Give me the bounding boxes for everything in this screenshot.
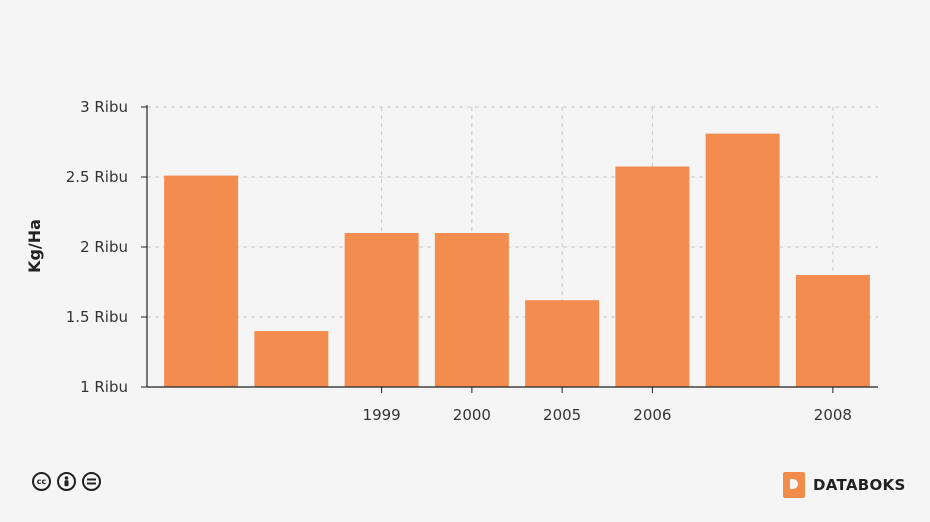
brand-logo: DATABOKS	[783, 472, 906, 498]
by-icon	[57, 472, 76, 491]
x-tick-label: 1999	[363, 406, 401, 424]
x-tick-label: 2006	[633, 406, 671, 424]
x-tick-label: 2008	[814, 406, 852, 424]
nd-icon	[82, 472, 101, 491]
bar	[705, 133, 780, 387]
bar	[254, 331, 329, 387]
bars	[164, 133, 870, 387]
x-tick-label: 2000	[453, 406, 491, 424]
bar	[434, 233, 509, 387]
x-ticks: 1999 2000 2005 2006 2008	[363, 387, 852, 424]
bar	[164, 175, 239, 387]
license-icons: cc	[32, 472, 101, 491]
y-ticks: 1 Ribu 1.5 Ribu 2 Ribu 2.5 Ribu 3 Ribu	[66, 98, 147, 396]
y-tick-label: 1 Ribu	[80, 378, 128, 396]
databoks-logo-icon	[783, 472, 805, 498]
y-tick-label: 2 Ribu	[80, 238, 128, 256]
bar	[795, 275, 870, 387]
y-tick-label: 2.5 Ribu	[66, 168, 128, 186]
bar	[615, 166, 690, 387]
y-tick-label: 3 Ribu	[80, 98, 128, 116]
axes	[146, 105, 878, 388]
y-tick-label: 1.5 Ribu	[66, 308, 128, 326]
bar	[525, 300, 600, 387]
bar	[344, 233, 419, 387]
y-axis-title: Kg/Ha	[25, 219, 44, 273]
x-tick-label: 2005	[543, 406, 581, 424]
cc-icon: cc	[32, 472, 51, 491]
brand-name: DATABOKS	[813, 476, 906, 494]
